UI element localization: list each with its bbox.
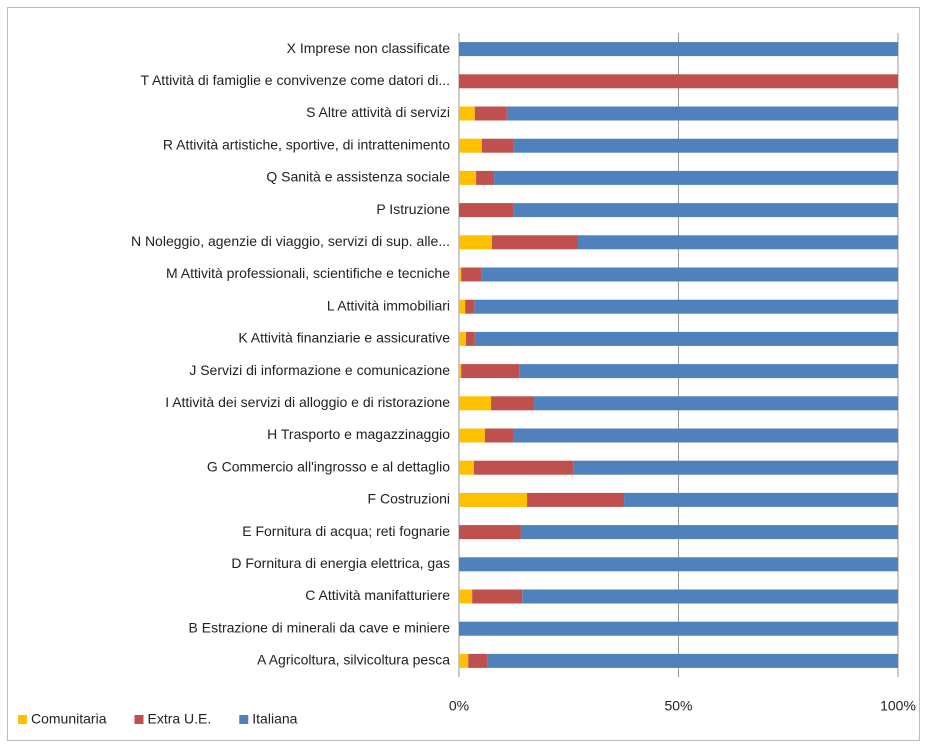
bar-segment <box>459 170 477 185</box>
bar-segment <box>519 364 898 379</box>
y-tick-label: A Agricoltura, silvicoltura pesca <box>257 652 450 668</box>
y-tick-label: L Attività immobiliari <box>327 297 450 313</box>
bar-segment <box>472 589 523 604</box>
bar-segment <box>459 299 466 314</box>
x-tick-label: 100% <box>880 698 916 714</box>
x-tick-label: 50% <box>664 698 692 714</box>
bar-segment <box>473 460 574 475</box>
y-tick-label: B Estrazione di minerali da cave e minie… <box>189 619 451 635</box>
bar-segment <box>459 42 898 57</box>
bar-segment <box>459 621 898 636</box>
y-tick-label: C Attività manifatturiere <box>305 587 450 603</box>
y-tick-label: H Trasporto e magazzinaggio <box>267 426 450 442</box>
y-tick-label: P Istruzione <box>376 201 450 217</box>
y-tick-label: N Noleggio, agenzie di viaggio, servizi … <box>131 233 450 249</box>
bar-segment <box>484 428 513 443</box>
bar-segment <box>459 331 467 346</box>
bar-segment <box>459 525 521 540</box>
bar-segment <box>459 589 473 604</box>
bar-segment <box>534 396 898 411</box>
bar-segment <box>468 653 488 668</box>
bar-segment <box>459 396 492 411</box>
bar-segment <box>491 235 578 250</box>
bar-segment <box>577 235 898 250</box>
bar-segment <box>624 492 898 507</box>
y-tick-label: E Fornitura di acqua; reti fognarie <box>242 523 450 539</box>
y-tick-label: M Attività professionali, scientifiche e… <box>166 265 450 281</box>
y-tick-label: F Costruzioni <box>368 491 450 507</box>
bar-segment <box>459 267 462 282</box>
y-tick-label: S Altre attività di servizi <box>306 104 450 120</box>
bar-segment <box>474 331 898 346</box>
bar-segment <box>513 203 898 218</box>
legend-swatch <box>239 715 249 724</box>
legend-label: Comunitaria <box>31 711 107 727</box>
bar-segment <box>481 138 514 153</box>
bar-segment <box>491 396 535 411</box>
bar-segment <box>459 492 528 507</box>
bar-segment <box>513 138 898 153</box>
y-tick-label: I Attività dei servizi di alloggio e di … <box>165 394 450 410</box>
bar-segment <box>522 589 898 604</box>
bar-segment <box>459 106 475 121</box>
bar-segment <box>459 74 898 89</box>
bar-segment <box>459 203 514 218</box>
bar-segment <box>520 525 898 540</box>
bar-segment <box>573 460 898 475</box>
bar-segment <box>459 557 898 572</box>
bar-segment <box>476 170 495 185</box>
bar-segment <box>459 653 469 668</box>
bar-segment <box>461 267 482 282</box>
legend-label: Extra U.E. <box>147 711 211 727</box>
x-tick-label: 0% <box>449 698 469 714</box>
bar-segment <box>466 331 475 346</box>
y-tick-label: J Servizi di informazione e comunicazion… <box>189 362 450 378</box>
y-tick-label: Q Sanità e assistenza sociale <box>266 169 450 185</box>
y-tick-label: X Imprese non classificate <box>287 40 451 56</box>
bar-segment <box>506 106 898 121</box>
bar-segment <box>481 267 898 282</box>
y-tick-label: R Attività artistiche, sportive, di intr… <box>163 136 450 152</box>
y-tick-label: K Attività finanziarie e assicurative <box>238 330 450 346</box>
bar-segment <box>465 299 475 314</box>
y-tick-label: T Attività di famiglie e convivenze come… <box>141 72 450 88</box>
bar-segment <box>459 428 485 443</box>
bar-segment <box>459 235 492 250</box>
legend-swatch <box>18 715 27 724</box>
bar-segment <box>459 364 462 379</box>
bar-segment <box>474 299 898 314</box>
bar-segment <box>461 364 520 379</box>
y-tick-label: D Fornitura di energia elettrica, gas <box>231 555 450 571</box>
bar-segment <box>474 106 507 121</box>
bar-segment <box>487 653 898 668</box>
legend-label: Italiana <box>252 711 297 727</box>
bar-segment <box>512 428 898 443</box>
bar-segment <box>459 460 474 475</box>
y-tick-label: G Commercio all'ingrosso e al dettaglio <box>207 458 450 474</box>
legend-swatch <box>134 715 144 724</box>
bar-segment <box>459 138 482 153</box>
bar-segment <box>494 170 898 185</box>
bar-segment <box>527 492 625 507</box>
